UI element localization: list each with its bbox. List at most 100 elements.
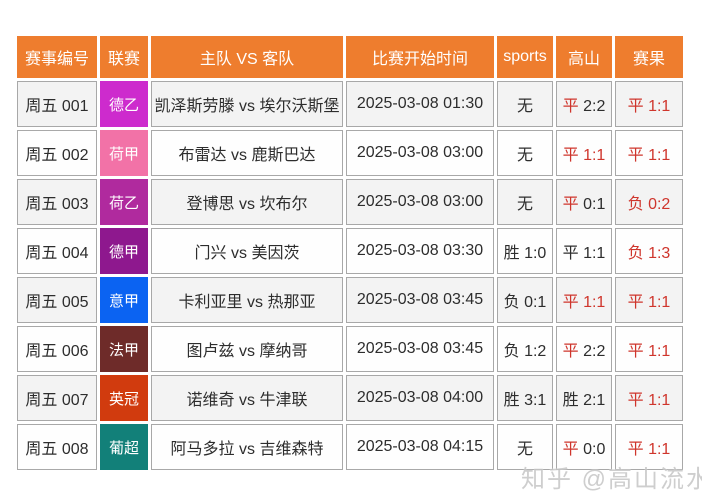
pick-text: 胜 2:1: [562, 392, 606, 409]
league-badge: 葡超: [100, 424, 148, 470]
pick-text: 平 1:1: [627, 98, 671, 115]
pick-text: 负 0:2: [627, 196, 671, 213]
pick-text: 平 1:1: [627, 147, 671, 164]
pick-text: 无: [516, 196, 533, 213]
teams-cell: 卡利亚里 vs 热那亚: [151, 277, 343, 323]
teams-cell: 凯泽斯劳滕 vs 埃尔沃斯堡: [151, 81, 343, 127]
table-row: 周五 001 德乙 凯泽斯劳滕 vs 埃尔沃斯堡 2025-03-08 01:3…: [17, 81, 683, 127]
sports-pick-cell: 无: [497, 179, 553, 225]
sports-pick-cell: 无: [497, 130, 553, 176]
match-id-cell: 周五 006: [17, 326, 97, 372]
header-sports: sports: [497, 36, 553, 78]
match-id-cell: 周五 004: [17, 228, 97, 274]
pick-text: 负 0:1: [503, 294, 547, 311]
table-row: 周五 002 荷甲 布雷达 vs 鹿斯巴达 2025-03-08 03:00 无…: [17, 130, 683, 176]
table-row: 周五 005 意甲 卡利亚里 vs 热那亚 2025-03-08 03:45 负…: [17, 277, 683, 323]
pick-text: 负 1:2: [503, 343, 547, 360]
gaoshan-pick-cell: 平 1:1: [556, 228, 612, 274]
start-time-cell: 2025-03-08 03:30: [346, 228, 494, 274]
pick-text: 平 1:1: [627, 343, 671, 360]
league-badge: 法甲: [100, 326, 148, 372]
teams-cell: 图卢兹 vs 摩纳哥: [151, 326, 343, 372]
gaoshan-pick-cell: 平 1:1: [556, 130, 612, 176]
pick-text: 平: [562, 441, 584, 458]
pick-text: 平: [562, 98, 584, 115]
result-cell: 平 1:1: [615, 424, 683, 470]
pick-text: 2:2: [583, 343, 606, 360]
match-id-cell: 周五 002: [17, 130, 97, 176]
sports-pick-cell: 无: [497, 81, 553, 127]
result-cell: 平 1:1: [615, 130, 683, 176]
header-result: 赛果: [615, 36, 683, 78]
result-cell: 平 1:1: [615, 81, 683, 127]
pick-text: 平 1:1: [627, 294, 671, 311]
gaoshan-pick-cell: 平 1:1: [556, 277, 612, 323]
sports-pick-cell: 负 0:1: [497, 277, 553, 323]
result-cell: 平 1:1: [615, 375, 683, 421]
teams-cell: 门兴 vs 美因茨: [151, 228, 343, 274]
gaoshan-pick-cell: 平 0:1: [556, 179, 612, 225]
pick-text: 平 1:1: [627, 392, 671, 409]
match-results-table: 赛事编号 联赛 主队 VS 客队 比赛开始时间 sports 高山 赛果 周五 …: [14, 33, 686, 473]
teams-cell: 布雷达 vs 鹿斯巴达: [151, 130, 343, 176]
result-cell: 负 0:2: [615, 179, 683, 225]
match-table-body: 周五 001 德乙 凯泽斯劳滕 vs 埃尔沃斯堡 2025-03-08 01:3…: [17, 81, 683, 470]
pick-text: 胜 1:0: [503, 245, 547, 262]
header-teams: 主队 VS 客队: [151, 36, 343, 78]
gaoshan-pick-cell: 平 0:0: [556, 424, 612, 470]
sports-pick-cell: 胜 1:0: [497, 228, 553, 274]
teams-cell: 诺维奇 vs 牛津联: [151, 375, 343, 421]
start-time-cell: 2025-03-08 03:00: [346, 130, 494, 176]
pick-text: 胜 3:1: [503, 392, 547, 409]
pick-text: 平 1:1: [562, 245, 606, 262]
league-badge: 意甲: [100, 277, 148, 323]
match-id-cell: 周五 007: [17, 375, 97, 421]
header-league: 联赛: [100, 36, 148, 78]
start-time-cell: 2025-03-08 01:30: [346, 81, 494, 127]
start-time-cell: 2025-03-08 03:00: [346, 179, 494, 225]
league-badge: 荷乙: [100, 179, 148, 225]
pick-text: 平 1:1: [562, 147, 606, 164]
pick-text: 2:2: [583, 98, 606, 115]
pick-text: 0:0: [583, 441, 606, 458]
start-time-cell: 2025-03-08 03:45: [346, 326, 494, 372]
match-id-cell: 周五 001: [17, 81, 97, 127]
pick-text: 无: [516, 441, 533, 458]
sports-pick-cell: 无: [497, 424, 553, 470]
table-header: 赛事编号 联赛 主队 VS 客队 比赛开始时间 sports 高山 赛果: [17, 36, 683, 78]
header-row: 赛事编号 联赛 主队 VS 客队 比赛开始时间 sports 高山 赛果: [17, 36, 683, 78]
header-match-id: 赛事编号: [17, 36, 97, 78]
sports-pick-cell: 胜 3:1: [497, 375, 553, 421]
teams-cell: 阿马多拉 vs 吉维森特: [151, 424, 343, 470]
league-badge: 英冠: [100, 375, 148, 421]
gaoshan-pick-cell: 平 2:2: [556, 326, 612, 372]
start-time-cell: 2025-03-08 04:00: [346, 375, 494, 421]
teams-cell: 登博思 vs 坎布尔: [151, 179, 343, 225]
result-cell: 负 1:3: [615, 228, 683, 274]
table-row: 周五 004 德甲 门兴 vs 美因茨 2025-03-08 03:30 胜 1…: [17, 228, 683, 274]
pick-text: 平 1:1: [627, 441, 671, 458]
pick-text: 无: [516, 98, 533, 115]
pick-text: 平: [562, 196, 584, 213]
pick-text: 0:1: [583, 196, 606, 213]
league-badge: 德乙: [100, 81, 148, 127]
pick-text: 无: [516, 147, 533, 164]
gaoshan-pick-cell: 平 2:2: [556, 81, 612, 127]
match-id-cell: 周五 003: [17, 179, 97, 225]
pick-text: 平: [562, 343, 584, 360]
header-start-time: 比赛开始时间: [346, 36, 494, 78]
league-badge: 德甲: [100, 228, 148, 274]
start-time-cell: 2025-03-08 03:45: [346, 277, 494, 323]
table-row: 周五 006 法甲 图卢兹 vs 摩纳哥 2025-03-08 03:45 负 …: [17, 326, 683, 372]
table-row: 周五 008 葡超 阿马多拉 vs 吉维森特 2025-03-08 04:15 …: [17, 424, 683, 470]
pick-text: 负 1:3: [627, 245, 671, 262]
sports-pick-cell: 负 1:2: [497, 326, 553, 372]
match-id-cell: 周五 005: [17, 277, 97, 323]
header-gaoshan: 高山: [556, 36, 612, 78]
gaoshan-pick-cell: 胜 2:1: [556, 375, 612, 421]
result-cell: 平 1:1: [615, 277, 683, 323]
league-badge: 荷甲: [100, 130, 148, 176]
table-row: 周五 003 荷乙 登博思 vs 坎布尔 2025-03-08 03:00 无 …: [17, 179, 683, 225]
pick-text: 平 1:1: [562, 294, 606, 311]
